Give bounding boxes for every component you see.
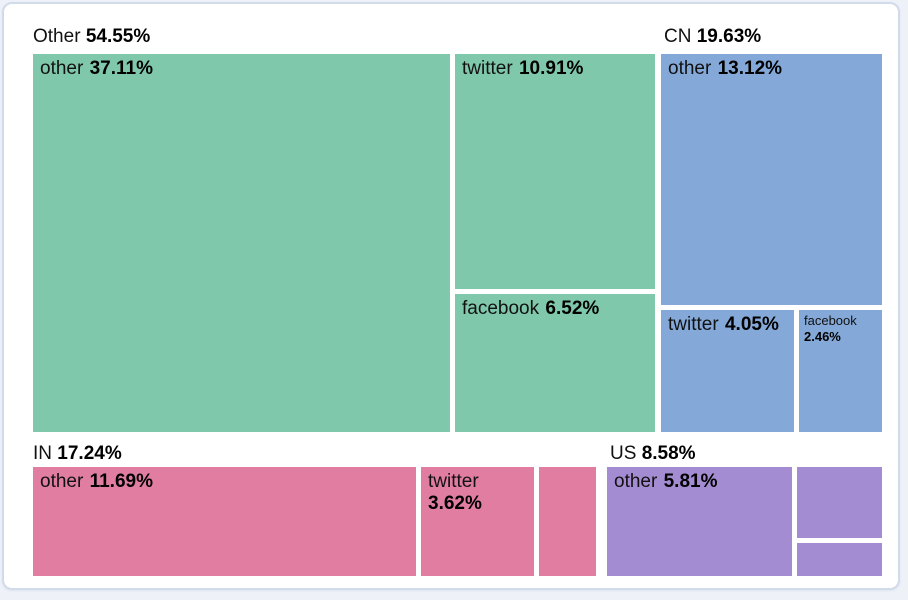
cell-pct: 37.11% xyxy=(89,58,153,79)
cell-label: twitter 4.05% xyxy=(661,310,794,340)
cell-name: facebook xyxy=(804,313,857,328)
treemap-cell-other-facebook[interactable]: facebook 6.52% xyxy=(455,294,655,432)
cell-pct: 13.12% xyxy=(717,58,783,79)
cell-label: twitter 3.62% xyxy=(421,467,534,519)
treemap-cell-us-small-top[interactable] xyxy=(797,467,882,538)
group-name: Other xyxy=(33,26,81,47)
treemap-cell-us-small-bottom[interactable] xyxy=(797,543,882,576)
group-pct: 8.58% xyxy=(641,443,696,464)
cell-pct: 6.52% xyxy=(545,298,600,319)
cell-pct: 4.05% xyxy=(724,314,779,335)
cell-label: other 37.11% xyxy=(33,54,450,84)
cell-name: twitter xyxy=(668,314,719,335)
group-name: US xyxy=(610,443,637,464)
group-name: IN xyxy=(33,443,52,464)
treemap-cell-in-twitter[interactable]: twitter 3.62% xyxy=(421,467,534,576)
cell-pct: 3.62% xyxy=(428,492,482,514)
cell-label: other 13.12% xyxy=(661,54,882,84)
cell-name: twitter xyxy=(428,471,479,492)
cell-label: facebook 2.46% xyxy=(799,310,882,347)
cell-name: other xyxy=(668,58,712,79)
cell-pct: 10.91% xyxy=(518,58,584,79)
group-label-in: IN 17.24% xyxy=(33,442,122,466)
cell-pct: 2.46% xyxy=(804,328,841,344)
cell-label: facebook 6.52% xyxy=(455,294,655,324)
cell-label: twitter 10.91% xyxy=(455,54,655,84)
treemap-cell-cn-other[interactable]: other 13.12% xyxy=(661,54,882,305)
group-label-us: US 8.58% xyxy=(610,442,696,466)
group-pct: 19.63% xyxy=(696,26,762,47)
treemap-card: Other 54.55% CN 19.63% IN 17.24% US 8.58… xyxy=(2,2,900,590)
cell-name: twitter xyxy=(462,58,513,79)
cell-name: other xyxy=(40,58,84,79)
treemap-cell-in-other[interactable]: other 11.69% xyxy=(33,467,416,576)
cell-name: facebook xyxy=(462,298,540,319)
cell-label: other 11.69% xyxy=(33,467,416,497)
group-label-other: Other 54.55% xyxy=(33,25,150,49)
group-pct: 17.24% xyxy=(57,443,122,464)
group-name: CN xyxy=(664,26,692,47)
group-pct: 54.55% xyxy=(85,26,151,47)
treemap-cell-other-other[interactable]: other 37.11% xyxy=(33,54,450,432)
cell-name: other xyxy=(40,471,84,492)
cell-label: other 5.81% xyxy=(607,467,792,497)
treemap-chart: Other 54.55% CN 19.63% IN 17.24% US 8.58… xyxy=(4,4,898,588)
cell-pct: 5.81% xyxy=(663,471,718,492)
cell-name: other xyxy=(614,471,658,492)
cell-pct: 11.69% xyxy=(89,471,153,492)
treemap-cell-cn-twitter[interactable]: twitter 4.05% xyxy=(661,310,794,432)
treemap-cell-in-small[interactable] xyxy=(539,467,596,576)
treemap-cell-cn-facebook[interactable]: facebook 2.46% xyxy=(799,310,882,432)
group-label-cn: CN 19.63% xyxy=(664,25,761,49)
treemap-cell-us-other[interactable]: other 5.81% xyxy=(607,467,792,576)
treemap-cell-other-twitter[interactable]: twitter 10.91% xyxy=(455,54,655,289)
